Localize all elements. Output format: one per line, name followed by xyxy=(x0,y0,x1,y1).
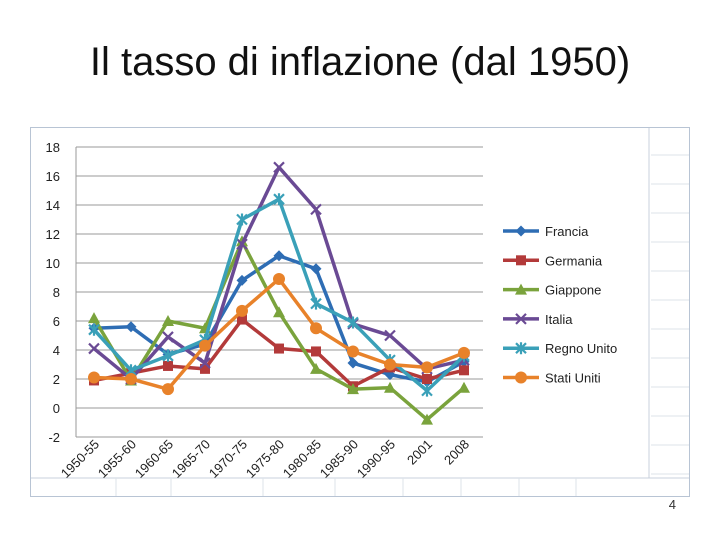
y-tick-label: 2 xyxy=(53,372,60,387)
data-point-germania xyxy=(237,314,247,325)
series-stati-uniti xyxy=(88,272,470,396)
data-point-francia xyxy=(310,263,322,275)
horizontal-gridlines xyxy=(76,146,483,438)
series-line-regno-unito xyxy=(92,197,466,393)
data-point-regno-unito xyxy=(88,323,100,336)
legend-marker xyxy=(515,342,527,355)
legend-label: Italia xyxy=(545,312,573,327)
data-point-giappone xyxy=(273,306,285,318)
legend-item-stati-uniti: Stati Uniti xyxy=(503,371,601,386)
data-point-italia xyxy=(384,329,396,342)
x-tick-label: 1950-55 xyxy=(58,437,102,481)
y-tick-label: 12 xyxy=(46,227,60,242)
data-point-germania xyxy=(163,360,173,371)
page-number: 4 xyxy=(668,497,676,512)
y-tick-label: 10 xyxy=(46,256,60,271)
data-point-giappone xyxy=(88,312,100,324)
data-point-giappone xyxy=(384,381,396,393)
sheet-grid-lines xyxy=(31,128,689,496)
x-tick-label: 1975-80 xyxy=(243,437,287,481)
y-tick-label: 4 xyxy=(53,343,60,358)
data-point-italia xyxy=(88,342,100,355)
y-tick-label: 8 xyxy=(53,285,60,300)
data-point-germania xyxy=(311,346,321,357)
legend-item-germania: Germania xyxy=(503,253,603,268)
legend-marker xyxy=(515,225,527,237)
data-point-germania xyxy=(422,374,432,384)
y-tick-label: 6 xyxy=(53,314,60,329)
data-point-giappone xyxy=(162,315,174,326)
series-giappone xyxy=(88,235,470,425)
x-tick-label: 1990-95 xyxy=(354,437,398,481)
legend-item-giappone: Giappone xyxy=(503,283,601,298)
data-point-stati-uniti xyxy=(162,383,174,396)
legend-item-italia: Italia xyxy=(503,312,573,327)
data-point-italia xyxy=(310,203,322,216)
y-tick-label: 16 xyxy=(46,169,60,184)
x-tick-label: 2008 xyxy=(441,437,472,468)
data-point-francia xyxy=(236,274,248,286)
data-point-stati-uniti xyxy=(384,358,396,371)
y-tick-label: 14 xyxy=(46,198,60,213)
slide-title: Il tasso di inflazione (dal 1950) xyxy=(89,40,631,84)
data-point-regno-unito xyxy=(310,297,322,310)
legend-label: Regno Unito xyxy=(545,341,617,356)
x-tick-label: 1955-60 xyxy=(95,437,139,481)
data-point-stati-uniti xyxy=(125,373,137,385)
data-point-regno-unito xyxy=(421,384,433,397)
data-point-italia xyxy=(162,331,174,343)
data-point-francia xyxy=(125,321,137,333)
data-point-stati-uniti xyxy=(199,339,211,352)
legend-label: Francia xyxy=(545,224,589,239)
data-point-germania xyxy=(200,363,210,374)
data-point-italia xyxy=(199,357,211,369)
data-point-stati-uniti xyxy=(458,346,470,359)
data-point-regno-unito xyxy=(162,349,174,362)
data-point-stati-uniti xyxy=(273,272,285,285)
data-point-giappone xyxy=(458,381,470,393)
legend-marker xyxy=(515,313,527,325)
x-tick-label: 1965-70 xyxy=(169,437,213,481)
legend-item-francia: Francia xyxy=(503,224,589,239)
series-line-giappone xyxy=(92,239,466,422)
x-tick-label: 1970-75 xyxy=(206,437,250,481)
y-axis: -2 0 2 4 6 8 10 12 14 16 18 xyxy=(46,140,77,445)
data-point-regno-unito xyxy=(273,193,285,206)
data-point-giappone xyxy=(421,413,433,425)
data-point-italia xyxy=(273,161,285,174)
y-tick-label: -2 xyxy=(48,430,60,445)
x-tick-label: 1980-85 xyxy=(280,437,324,481)
data-point-italia xyxy=(236,238,248,250)
data-point-giappone xyxy=(310,362,322,374)
data-point-germania xyxy=(274,343,284,354)
legend-marker xyxy=(515,371,527,384)
legend-item-regno-unito: Regno Unito xyxy=(503,341,617,356)
data-point-giappone xyxy=(347,383,359,395)
legend: Francia Germania Giappone Italia Regno Unito… xyxy=(503,224,617,386)
legend-label: Germania xyxy=(545,253,603,268)
data-point-stati-uniti xyxy=(347,345,359,358)
y-tick-label: 18 xyxy=(46,140,60,155)
x-axis: 1950-551955-601960-651965-701970-751975-… xyxy=(58,437,472,481)
data-point-stati-uniti xyxy=(236,304,248,317)
legend-label: Stati Uniti xyxy=(545,371,601,386)
data-point-regno-unito xyxy=(236,213,248,226)
series-layer xyxy=(88,161,470,425)
data-point-francia xyxy=(347,357,359,369)
x-tick-label: 1960-65 xyxy=(132,437,176,481)
data-point-stati-uniti xyxy=(88,371,100,384)
y-tick-label: 0 xyxy=(53,401,60,416)
data-point-germania xyxy=(459,365,469,376)
data-point-francia xyxy=(273,250,285,262)
x-tick-label: 2001 xyxy=(404,437,435,468)
data-point-regno-unito xyxy=(347,316,359,329)
legend-marker xyxy=(515,283,527,295)
data-point-stati-uniti xyxy=(310,322,322,335)
chart-frame: -2 0 2 4 6 8 10 12 14 16 18 1950-55 1955-60 1960-65 1… xyxy=(30,127,690,497)
legend-marker xyxy=(516,255,526,266)
legend-label: Giappone xyxy=(545,283,601,298)
data-point-stati-uniti xyxy=(421,361,433,374)
x-tick-label: 1985-90 xyxy=(317,437,361,481)
